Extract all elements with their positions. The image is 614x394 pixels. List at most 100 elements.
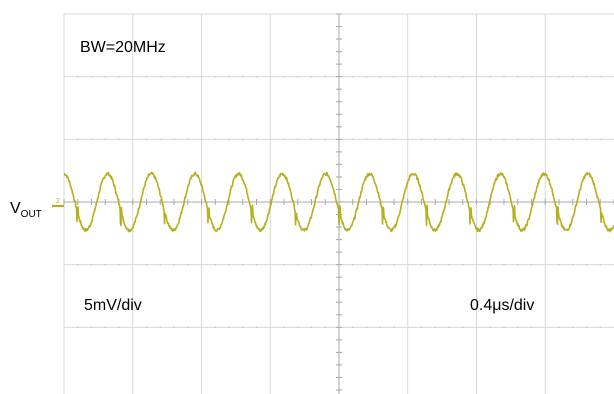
grid-dot	[517, 138, 519, 140]
grid-dot	[585, 326, 588, 328]
grid-dot	[352, 76, 354, 78]
grid-dot	[420, 326, 423, 328]
grid-dot	[503, 76, 505, 78]
grid-dot	[599, 326, 601, 328]
grid-dot	[393, 138, 395, 140]
grid-dot	[104, 138, 106, 140]
trace-output-voltage	[63, 171, 614, 233]
grid-dot	[90, 76, 93, 78]
grid-dot	[214, 264, 216, 266]
grid-dot	[310, 138, 313, 140]
grid-dot	[365, 326, 368, 328]
grid-dot	[297, 138, 299, 140]
grid-dot	[558, 76, 560, 78]
grid-dot	[530, 326, 533, 328]
grid-dot	[324, 138, 326, 140]
grid-dot	[242, 264, 244, 266]
grid-dot	[420, 138, 423, 140]
grid-dot	[448, 264, 450, 266]
time-scale-label: 0.4μs/div	[470, 297, 534, 314]
grid-dot	[77, 326, 79, 328]
channel-marker-number: 2	[56, 198, 60, 205]
grid-dot	[242, 326, 244, 328]
grid-dot	[393, 264, 395, 266]
grid-dot	[379, 326, 381, 328]
grid-dot	[159, 264, 161, 266]
grid-dot	[187, 264, 189, 266]
grid-dot	[118, 138, 120, 140]
grid-dot	[420, 76, 423, 78]
grid-dot	[517, 76, 519, 78]
grid-dot	[255, 264, 258, 266]
grid-dot	[420, 264, 423, 266]
grid-dot	[255, 326, 258, 328]
grid-dot	[365, 76, 368, 78]
grid-dot	[118, 326, 120, 328]
grid-dot	[324, 264, 326, 266]
grid-dot	[228, 264, 230, 266]
grid-dot	[104, 76, 106, 78]
grid-dot	[530, 76, 533, 78]
grid-dot	[118, 76, 120, 78]
grid-dot	[173, 326, 175, 328]
grid-dot	[572, 264, 574, 266]
grid-dot	[324, 76, 326, 78]
grid-dot	[530, 138, 533, 140]
grid-dot	[310, 76, 313, 78]
trace-layer	[63, 171, 614, 233]
grid-dot	[558, 326, 560, 328]
grid-dot	[145, 76, 148, 78]
grid-dot	[104, 264, 106, 266]
grid-dot	[572, 76, 574, 78]
grid-dot	[462, 264, 464, 266]
scope-grid	[63, 13, 614, 394]
grid-dot	[228, 138, 230, 140]
grid-dot	[187, 138, 189, 140]
grid-dot	[214, 326, 216, 328]
grid-dot	[159, 76, 161, 78]
grid-dot	[214, 76, 216, 78]
bandwidth-label: BW=20MHz	[80, 39, 166, 56]
channel-label-sub: OUT	[21, 209, 42, 220]
grid-dot	[255, 76, 258, 78]
grid-dot	[242, 138, 244, 140]
grid-dot	[572, 138, 574, 140]
grid-dot	[228, 326, 230, 328]
grid-dot	[599, 138, 601, 140]
grid-dot	[283, 264, 285, 266]
grid-dot	[283, 326, 285, 328]
grid-dot	[489, 138, 491, 140]
grid-dot	[572, 326, 574, 328]
grid-dot	[324, 326, 326, 328]
grid-dot	[77, 264, 79, 266]
grid-dot	[283, 138, 285, 140]
grid-dot	[145, 264, 148, 266]
grid-dot	[77, 76, 79, 78]
grid-dot	[90, 138, 93, 140]
grid-dot	[558, 264, 560, 266]
grid-dot	[517, 264, 519, 266]
channel-label: VOUT	[10, 200, 42, 220]
grid-dot	[90, 326, 93, 328]
vertical-scale-label: 5mV/div	[84, 297, 142, 314]
grid-dot	[145, 326, 148, 328]
grid-dot	[503, 326, 505, 328]
grid-dot	[283, 76, 285, 78]
grid-dot	[462, 138, 464, 140]
grid-dot	[517, 326, 519, 328]
grid-dot	[352, 326, 354, 328]
grid-dot	[187, 76, 189, 78]
grid-dot	[448, 138, 450, 140]
grid-dot	[530, 264, 533, 266]
grid-dot	[379, 76, 381, 78]
grid-dot	[173, 138, 175, 140]
grid-dot	[297, 326, 299, 328]
grid-dot	[462, 326, 464, 328]
grid-dot	[228, 76, 230, 78]
grid-dot	[448, 76, 450, 78]
grid-dot	[310, 326, 313, 328]
grid-dot	[214, 138, 216, 140]
grid-dot	[255, 138, 258, 140]
grid-dot	[159, 138, 161, 140]
